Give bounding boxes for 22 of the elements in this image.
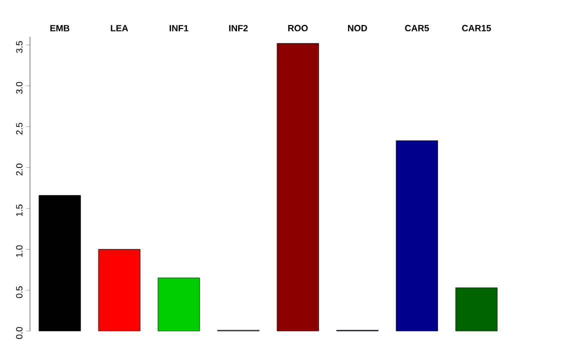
y-tick-label: 1.5 — [16, 204, 22, 216]
y-tick-label: 0.0 — [16, 327, 22, 339]
x-tick-label: INF2 — [229, 25, 248, 32]
x-tick-label: NOD — [348, 24, 368, 32]
y-tick-label: 2.0 — [16, 164, 22, 176]
bar — [38, 195, 81, 332]
x-tick-label: INF1 — [170, 25, 188, 32]
bar — [276, 43, 319, 332]
y-tick-label: 0.5 — [16, 286, 22, 298]
x-tick-label: EMB — [50, 25, 70, 32]
x-tick-label: ROO — [288, 24, 308, 32]
x-tick-label: CAR15 — [462, 24, 491, 32]
y-tick-label: 2.5 — [16, 122, 22, 135]
bar — [396, 140, 438, 332]
bar — [455, 287, 498, 332]
y-tick-label: 1.0 — [16, 245, 22, 257]
x-tick-label: LEA — [110, 25, 128, 32]
y-tick-label: 3.0 — [16, 82, 22, 94]
x-tick-label: CAR5 — [405, 24, 429, 32]
bar — [98, 249, 140, 332]
bar — [158, 278, 200, 332]
y-tick-label: 3.5 — [16, 41, 22, 53]
